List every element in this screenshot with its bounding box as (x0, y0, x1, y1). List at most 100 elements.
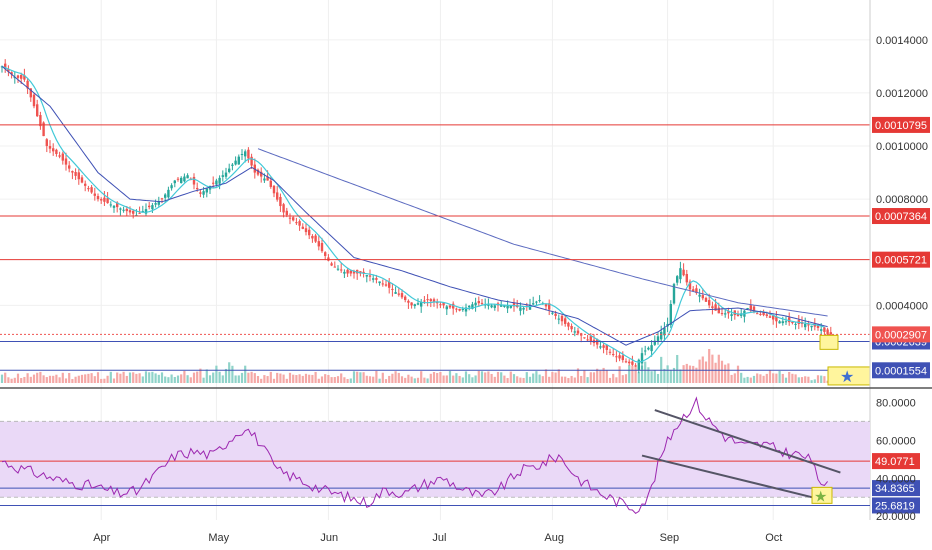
candle-body (820, 329, 823, 331)
candle-body (528, 304, 532, 310)
volume-bar (349, 378, 352, 383)
price-level-badge-label: 0.0005721 (875, 255, 927, 267)
volume-bar (26, 373, 29, 383)
candle-body (605, 344, 608, 350)
volume-bar (157, 374, 160, 383)
candle-body (122, 209, 125, 211)
candle-body (77, 172, 80, 180)
volume-bar (458, 375, 461, 383)
price-tick-label: 0.0014000 (876, 35, 928, 47)
volume-bar (180, 374, 183, 383)
volume-bar (410, 376, 413, 383)
volume-bar (205, 369, 208, 383)
candle-body (352, 271, 356, 274)
candle-body (20, 75, 23, 79)
volume-bar (282, 374, 285, 383)
candle-body (458, 308, 461, 311)
volume-bar (621, 375, 624, 383)
candle-body (432, 299, 436, 303)
volume-bar (164, 376, 167, 383)
volume-bar (138, 373, 141, 383)
candle-body (116, 202, 119, 208)
volume-bar (596, 368, 599, 383)
volume-bar (0, 374, 4, 383)
volume-bar (432, 372, 436, 383)
candle-body (388, 281, 391, 288)
candle-body (173, 180, 176, 184)
volume-bar (170, 374, 173, 383)
volume-bar (784, 377, 788, 383)
candle-body (624, 361, 628, 363)
candle-body (221, 175, 224, 177)
candle-body (615, 356, 618, 358)
volume-bar (199, 368, 202, 383)
volume-bar (103, 378, 106, 383)
volume-bar (292, 374, 295, 383)
candle-body (260, 171, 263, 177)
volume-bar (557, 369, 560, 383)
volume-bar (13, 377, 16, 383)
volume-bar (653, 370, 656, 383)
volume-bar (269, 371, 272, 383)
volume-bar (279, 373, 282, 383)
volume-bar (804, 376, 807, 383)
volume-bar (692, 365, 695, 383)
candle-body (576, 330, 580, 334)
candle-body (269, 180, 272, 187)
volume-bar (608, 377, 612, 383)
volume-bar (90, 373, 93, 383)
candle-body (634, 365, 637, 367)
candle-body (644, 350, 647, 352)
volume-bar (224, 368, 228, 383)
candle-body (455, 308, 458, 310)
volume-bar (7, 377, 10, 383)
candle-body (439, 304, 442, 306)
candle-body (413, 304, 416, 307)
candle-body (778, 321, 781, 324)
volume-bar (343, 377, 346, 383)
volume-bar (807, 376, 810, 383)
candle-body (39, 115, 42, 127)
volume-bar (96, 372, 100, 383)
candle-body (308, 229, 311, 236)
candle-body (301, 226, 304, 229)
volume-bar (100, 378, 103, 383)
candle-body (749, 305, 752, 310)
price-level-badge-label: 0.0010795 (875, 120, 927, 132)
volume-bar (61, 372, 64, 383)
volume-bar (730, 374, 733, 383)
volume-bar (39, 371, 42, 383)
candle-body (362, 271, 365, 274)
candle-body (292, 217, 295, 221)
rsi-level-badge-bg (872, 497, 920, 514)
candle-body (244, 151, 247, 157)
volume-bar (516, 376, 519, 383)
price-level-badge: 0.0005721 (872, 251, 930, 268)
volume-bar (212, 372, 215, 383)
volume-bar (381, 372, 384, 383)
volume-bar (637, 372, 640, 383)
volume-bar (647, 367, 650, 383)
volume-bar (775, 373, 778, 383)
candle-body (701, 295, 704, 299)
volume-bar (576, 368, 580, 383)
volume-bar (746, 376, 749, 383)
candle-body (714, 304, 717, 311)
volume-bar (461, 377, 464, 383)
volume-bar (372, 376, 375, 383)
price-level-badge-bg (872, 208, 930, 225)
price-level-badge-label: 0.0001554 (875, 365, 927, 377)
volume-bar (23, 376, 26, 383)
candle-body (429, 299, 432, 302)
candle-body (103, 197, 106, 202)
volume-bar (208, 375, 212, 383)
volume-bar (308, 374, 311, 383)
sma-slow-line (1, 66, 828, 346)
candle-body (781, 321, 784, 324)
candle-body (119, 208, 122, 210)
candle-body (330, 263, 333, 266)
volume-bar (311, 374, 314, 383)
volume-bar (688, 365, 692, 383)
volume-bar (810, 380, 813, 383)
volume-bar (394, 371, 397, 383)
